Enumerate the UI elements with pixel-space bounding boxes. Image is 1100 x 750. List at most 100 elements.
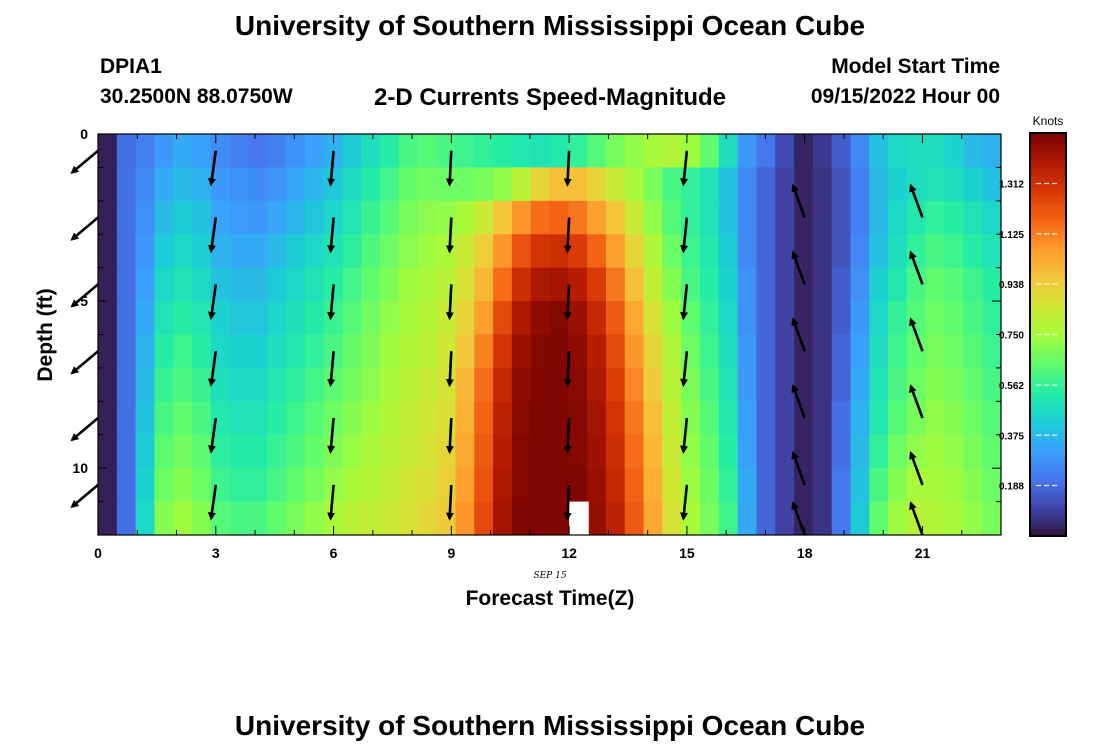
heatmap-cell [493,167,513,202]
heatmap-cell [267,367,287,402]
heatmap-cell [624,468,645,503]
heatmap-cell [474,334,494,369]
heatmap-cell [888,234,908,269]
current-vector-arrow [70,483,99,508]
colorbar-swatch [1030,139,1066,144]
heatmap-cell [624,234,645,269]
heatmap-cell [135,267,156,302]
heatmap-cell [906,134,927,169]
heatmap-cell [511,200,532,235]
heatmap-cell [549,468,569,503]
heatmap-cell [794,234,814,269]
colorbar-swatch [1030,509,1066,514]
colorbar-swatch [1030,159,1066,164]
heatmap-cell [681,468,701,503]
colorbar-swatch [1030,485,1066,490]
heatmap-cell [906,200,927,235]
colorbar-swatch [1030,183,1066,188]
heatmap-cell [417,134,438,169]
colorbar-swatch [1030,196,1066,201]
x-tick-label: 21 [915,545,931,561]
heatmap-cell [267,134,287,169]
heatmap-cell [605,468,626,503]
heatmap-cell [624,134,645,169]
heatmap-cell [493,134,513,169]
heatmap-cell [399,200,419,235]
station-id: DPIA1 [100,55,162,78]
heatmap-cell [643,267,663,302]
heatmap-cell [831,367,852,402]
heatmap-cell [530,501,551,535]
heatmap-cell [135,234,156,269]
heatmap-cell [304,200,325,235]
heatmap-cell [587,401,607,436]
heatmap-cell [681,167,701,202]
heatmap-cell [116,334,137,369]
colorbar-swatch [1030,452,1066,456]
colorbar-tick-label: 0.375 [999,431,1024,442]
heatmap-cell [643,334,663,369]
heatmap-cell [662,334,682,369]
current-vector-arrow [909,317,924,352]
heatmap-cell [417,401,438,436]
heatmap-cell [154,434,174,469]
heatmap-cell [568,267,588,302]
colorbar-swatch [1030,240,1066,245]
colorbar-swatch [1030,247,1066,252]
heatmap-cell [361,167,381,202]
colorbar-swatch [1030,388,1066,393]
heatmap-cell [700,367,720,402]
heatmap-cell [643,468,663,503]
colorbar-swatch [1030,371,1066,376]
heatmap-cell [511,234,532,269]
colorbar-swatch [1030,186,1066,191]
heatmap-cell [530,134,551,169]
current-vector-arrow [207,217,218,254]
heatmap-cell [982,167,1001,202]
heatmap-cell [474,434,494,469]
heatmap-cell [116,401,137,436]
colorbar-swatch [1030,331,1066,336]
heatmap-cell [530,234,551,269]
heatmap-cell [700,501,720,535]
heatmap-cell [98,501,118,535]
heatmap-cell [568,334,588,369]
axes: 0 3 6 9 12 15 18 21 0 5 10 [72,126,1002,561]
colorbar-swatch [1030,448,1066,453]
heatmap-cell [229,468,250,503]
heatmap-cell [756,468,776,503]
heatmap-cell [511,167,532,202]
heatmap-cell [135,167,156,202]
heatmap-cell [229,401,250,436]
current-vector-arrow [909,183,924,218]
heatmap-cell [361,434,381,469]
heatmap-cell [135,200,156,235]
heatmap-cell [794,134,814,169]
heatmap-cell [173,334,193,369]
heatmap-cell [643,234,663,269]
heatmap-cell [229,167,250,202]
heatmap-cell [493,501,513,535]
colorbar-swatch [1030,263,1066,268]
heatmap-cell [455,468,475,503]
heatmap-cell [568,234,588,269]
heatmap-cell [98,234,118,269]
heatmap-cell [342,334,362,369]
heatmap-cell [605,267,626,302]
heatmap-cell [248,434,268,469]
colorbar-swatch [1030,213,1066,218]
heatmap-cell [587,167,607,202]
heatmap-cell [399,401,419,436]
heatmap-cell [944,334,964,369]
heatmap-cell [98,468,118,503]
heatmap-cell [455,167,475,202]
heatmap-cell [511,501,532,535]
heatmap-cell [192,167,212,202]
colorbar-swatch [1030,465,1066,470]
heatmap-cell [304,267,325,302]
heatmap-cell [248,134,268,169]
heatmap-cell [342,234,362,269]
heatmap-cell [192,367,212,402]
heatmap-cell [605,167,626,202]
heatmap-cell [380,134,400,169]
